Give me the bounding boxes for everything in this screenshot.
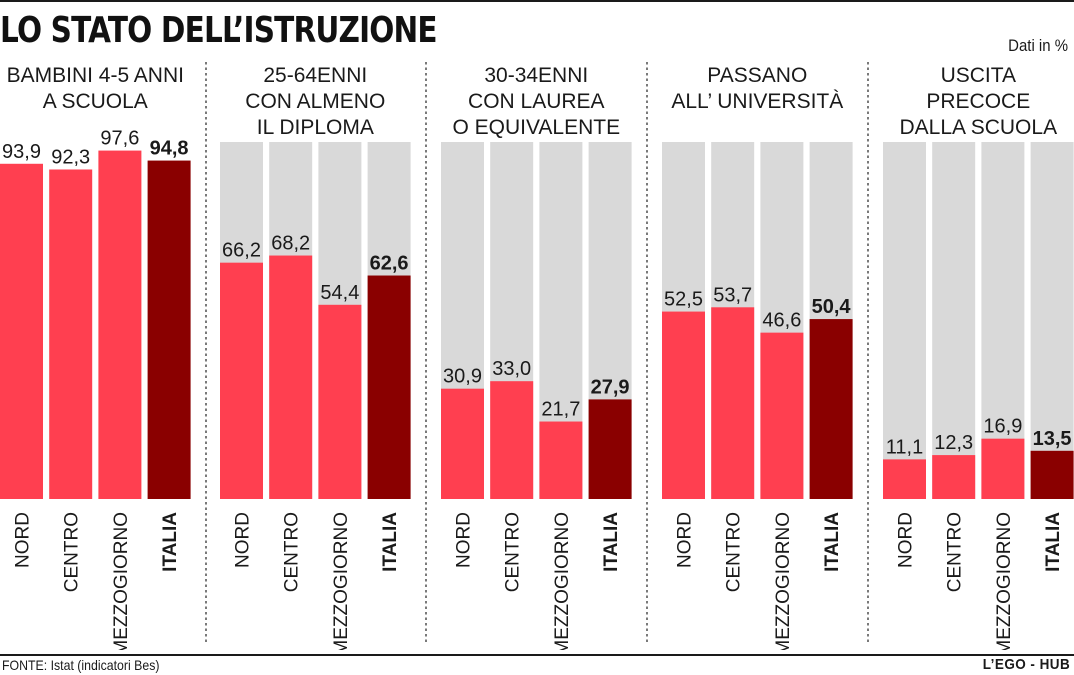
value-label: 16,9 — [983, 416, 1022, 438]
bar-centro — [932, 455, 976, 499]
category-label: NORD — [13, 512, 34, 568]
category-label: MEZZOGIORNO — [994, 512, 1015, 650]
value-label: 27,9 — [591, 376, 630, 398]
bar-mezzogiorno — [98, 150, 142, 499]
panel-title: ALL’ UNIVERSITÀ — [671, 90, 843, 113]
credit-logo: L’EGO - HUB — [982, 656, 1070, 673]
category-label: CENTRO — [503, 512, 524, 592]
value-label: 97,6 — [100, 128, 139, 150]
bottom-rule — [0, 654, 1074, 656]
value-label: 54,4 — [320, 282, 359, 304]
value-label: 62,6 — [370, 253, 409, 275]
bar-mezzogiorno — [981, 438, 1025, 499]
bar-italia — [809, 319, 853, 499]
category-label: ITALIA — [1043, 512, 1064, 572]
value-label: 52,5 — [664, 289, 703, 311]
bar-centro — [711, 307, 755, 499]
value-label: 53,7 — [713, 284, 752, 306]
value-label: 93,9 — [2, 141, 41, 163]
page-title: LO STATO DELL’ISTRUZIONE — [0, 10, 438, 51]
value-label: 68,2 — [271, 233, 310, 255]
bar-mezzogiorno — [539, 421, 583, 499]
category-label: CENTRO — [724, 512, 745, 592]
bar-centro — [269, 255, 313, 499]
bar-italia — [367, 275, 411, 499]
category-label: MEZZOGIORNO — [111, 512, 132, 650]
category-label: ITALIA — [380, 512, 401, 572]
panel-title: 30-34ENNI — [484, 64, 588, 87]
category-label: ITALIA — [160, 512, 181, 572]
panel-title: A SCUOLA — [43, 90, 148, 113]
top-rule — [0, 0, 1074, 2]
value-label: 33,0 — [492, 358, 531, 380]
value-label: 92,3 — [51, 146, 90, 168]
category-label: NORD — [233, 512, 254, 568]
chart-area: BAMBINI 4-5 ANNI A SCUOLA 93,9 NORD 92,3 CENT… — [0, 62, 1074, 650]
bar-nord — [0, 163, 43, 500]
category-label: ITALIA — [601, 512, 622, 572]
category-label: MEZZOGIORNO — [552, 512, 573, 650]
panel-title: BAMBINI 4-5 ANNI — [7, 64, 184, 87]
panel-title: PRECOCE — [926, 90, 1030, 113]
value-label: 13,5 — [1033, 428, 1072, 450]
bar-centro — [490, 381, 534, 499]
bar-mezzogiorno — [760, 332, 804, 499]
panel-title: DALLA SCUOLA — [900, 116, 1058, 139]
panel-title: O EQUIVALENTE — [452, 116, 620, 139]
value-label: 30,9 — [443, 366, 482, 388]
bar-track — [883, 142, 926, 499]
panel-title: PASSANO — [707, 64, 807, 87]
bar-italia — [588, 399, 632, 499]
bar-italia — [147, 160, 191, 499]
category-label: CENTRO — [945, 512, 966, 592]
bar-mezzogiorno — [318, 304, 362, 499]
panel-title: USCITA — [941, 64, 1016, 87]
panel-title: 25-64ENNI — [263, 64, 367, 87]
value-label: 50,4 — [812, 296, 852, 318]
value-label: 94,8 — [150, 138, 189, 160]
panel-title: CON ALMENO — [245, 90, 385, 113]
bar-nord — [220, 262, 263, 499]
bar-centro — [49, 169, 93, 499]
bar-track — [1030, 142, 1074, 499]
value-label: 11,1 — [886, 436, 923, 458]
panel-title: IL DIPLOMA — [257, 116, 374, 139]
bar-italia — [1030, 450, 1074, 499]
value-label: 12,3 — [934, 432, 973, 454]
value-label: 66,2 — [222, 240, 261, 262]
bar-nord — [441, 388, 484, 499]
category-label: NORD — [454, 512, 475, 568]
bar-nord — [662, 311, 705, 499]
category-label: NORD — [896, 512, 917, 568]
category-label: MEZZOGIORNO — [773, 512, 794, 650]
value-label: 21,7 — [541, 399, 580, 421]
category-label: ITALIA — [822, 512, 843, 572]
bar-nord — [883, 459, 926, 499]
category-label: CENTRO — [62, 512, 83, 592]
bar-track — [932, 142, 976, 499]
category-label: CENTRO — [282, 512, 303, 592]
category-label: NORD — [675, 512, 696, 568]
panel-title: CON LAUREA — [468, 90, 605, 113]
source-note: FONTE: Istat (indicatori Bes) — [2, 657, 160, 673]
category-label: MEZZOGIORNO — [331, 512, 352, 650]
value-label: 46,6 — [762, 310, 801, 332]
unit-note: Dati in % — [1008, 36, 1068, 55]
